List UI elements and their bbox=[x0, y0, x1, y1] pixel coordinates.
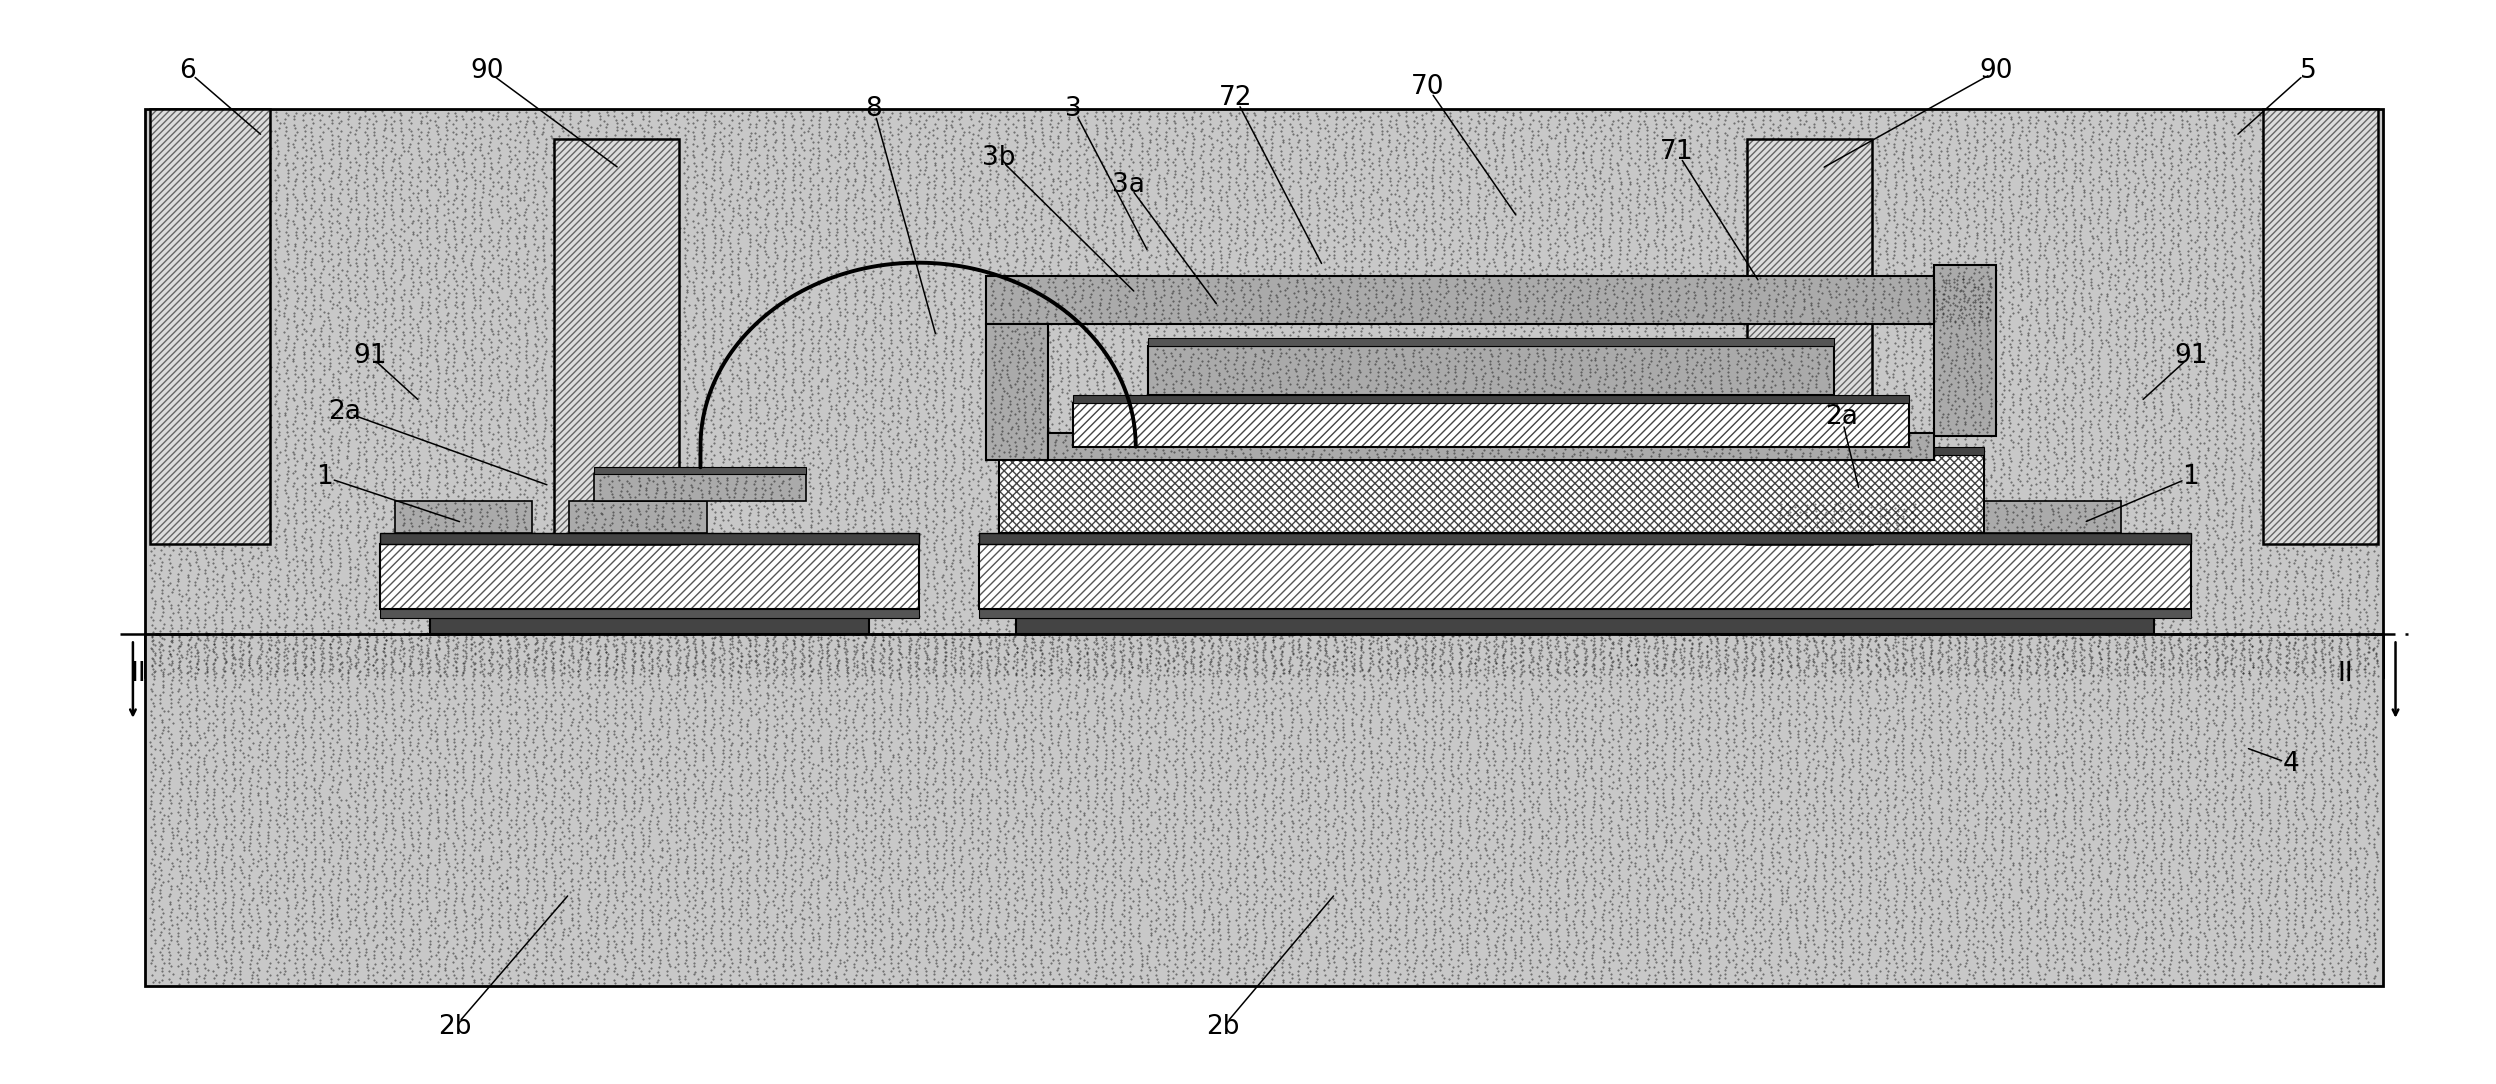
Bar bbox=[150, 109, 270, 544]
Bar bbox=[998, 455, 1984, 533]
Text: 5: 5 bbox=[2299, 59, 2316, 85]
Text: II: II bbox=[2339, 661, 2354, 687]
Text: 70: 70 bbox=[1410, 75, 1445, 101]
Text: 3: 3 bbox=[1066, 96, 1081, 122]
Bar bbox=[1073, 403, 1909, 447]
Text: II: II bbox=[130, 661, 145, 687]
Bar bbox=[978, 533, 2191, 544]
Bar bbox=[2264, 109, 2379, 544]
Bar bbox=[998, 455, 1984, 533]
Bar bbox=[379, 609, 919, 618]
Text: 1: 1 bbox=[2182, 464, 2199, 490]
Bar bbox=[145, 634, 2384, 985]
Text: 2b: 2b bbox=[437, 1014, 472, 1040]
Text: 91: 91 bbox=[352, 343, 387, 369]
Text: 72: 72 bbox=[1218, 86, 1253, 112]
Bar bbox=[1934, 264, 1997, 436]
Bar bbox=[986, 324, 1048, 460]
Bar bbox=[1048, 433, 1934, 460]
Text: 8: 8 bbox=[866, 96, 881, 122]
Bar bbox=[1073, 403, 1909, 447]
Text: 6: 6 bbox=[180, 59, 197, 85]
Bar bbox=[1073, 395, 1909, 403]
Text: 71: 71 bbox=[1660, 139, 1695, 165]
Bar bbox=[1148, 346, 1835, 395]
Bar bbox=[594, 467, 806, 474]
Bar bbox=[998, 447, 1984, 455]
Bar bbox=[569, 501, 706, 533]
Bar bbox=[1747, 140, 1872, 544]
Bar bbox=[150, 109, 270, 544]
Bar bbox=[986, 275, 1997, 324]
Bar bbox=[594, 474, 806, 501]
Bar bbox=[2264, 109, 2379, 544]
Text: 91: 91 bbox=[2174, 343, 2209, 369]
Text: 4: 4 bbox=[2281, 751, 2299, 777]
Bar bbox=[978, 544, 2191, 609]
Bar bbox=[379, 544, 919, 609]
Text: 2b: 2b bbox=[1206, 1014, 1241, 1040]
Bar bbox=[978, 609, 2191, 618]
Bar bbox=[1016, 618, 2154, 634]
Bar bbox=[379, 544, 919, 609]
Bar bbox=[1148, 338, 1835, 346]
Bar bbox=[379, 533, 919, 544]
Bar bbox=[978, 544, 2191, 609]
Bar bbox=[1972, 501, 2122, 533]
Bar bbox=[1772, 501, 1922, 533]
Bar bbox=[1747, 140, 1872, 544]
Bar bbox=[554, 140, 679, 544]
Bar bbox=[554, 140, 679, 544]
Text: 3b: 3b bbox=[981, 144, 1016, 170]
Bar bbox=[429, 618, 869, 634]
Bar bbox=[394, 501, 532, 533]
Text: 3a: 3a bbox=[1111, 171, 1146, 197]
Text: 2a: 2a bbox=[1825, 404, 1857, 430]
Text: 90: 90 bbox=[1979, 59, 2014, 85]
Bar bbox=[145, 109, 2384, 678]
Text: 2a: 2a bbox=[329, 399, 362, 425]
Text: 1: 1 bbox=[317, 464, 334, 490]
Text: 90: 90 bbox=[469, 59, 504, 85]
